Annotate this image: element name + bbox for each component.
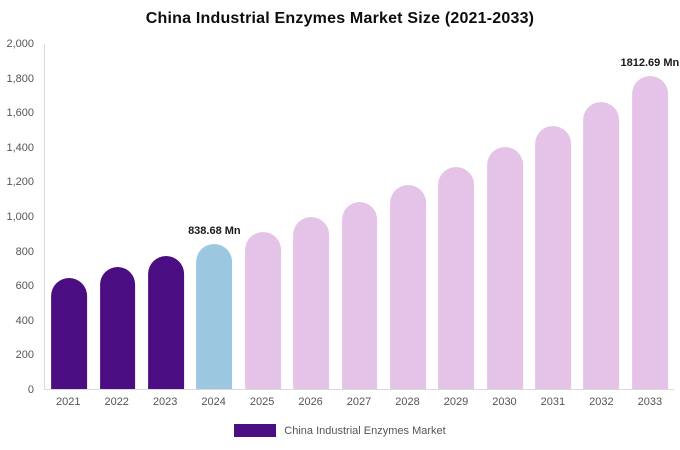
bar-2032[interactable]	[583, 101, 620, 389]
x-axis-label-2030: 2030	[492, 396, 517, 408]
y-axis-label: 0	[27, 384, 34, 396]
y-axis-label: 200	[15, 349, 34, 362]
y-axis-label: 1,200	[6, 176, 34, 189]
bar-2026[interactable]	[293, 217, 330, 389]
bar-2029[interactable]	[438, 167, 475, 389]
x-axis-label-2022: 2022	[104, 396, 129, 408]
y-axis-label: 2,000	[6, 38, 34, 50]
y-axis-label: 600	[15, 280, 34, 293]
y-axis-label: 1,000	[6, 211, 34, 223]
x-axis-label-2028: 2028	[395, 396, 420, 408]
y-axis-label: 1,400	[6, 141, 34, 154]
y-axis-label: 800	[15, 245, 34, 258]
legend: China Industrial Enzymes Market	[0, 424, 680, 437]
bar-slot	[287, 44, 335, 389]
data-label-2033: 1812.69 Mn	[620, 57, 680, 70]
bar-2024[interactable]	[196, 244, 233, 389]
legend-swatch[interactable]	[234, 424, 277, 437]
bar-slot	[142, 44, 190, 389]
y-axis: 0 200 400 600 800 1,000 1,200 1,400 1,600 1,800 2,…	[0, 38, 40, 396]
bar-slot	[45, 44, 93, 389]
bar-2027[interactable]	[341, 202, 378, 389]
bar-slot	[384, 44, 432, 389]
bar-2033[interactable]	[631, 76, 668, 389]
x-axis-label-2029: 2029	[443, 396, 469, 408]
x-axis-label-2023: 2023	[152, 396, 178, 408]
x-axis-label-2021: 2021	[55, 396, 81, 408]
x-axis-labels: 2021 2022 2023 2024 2025 2026 2027 2028 2029 2030…	[44, 396, 674, 408]
bar-slot	[335, 44, 383, 389]
bar-2021[interactable]	[51, 277, 88, 389]
chart-title: China Industrial Enzymes Market Size (20…	[145, 10, 535, 27]
bar-slot	[481, 44, 529, 389]
bar-2025[interactable]	[244, 231, 281, 389]
data-label-2024: 838.68 Mn	[188, 225, 241, 238]
y-axis-label: 400	[15, 314, 34, 327]
y-axis-label: 1,800	[6, 72, 34, 85]
x-axis-label-2031: 2031	[540, 396, 566, 408]
bar-2031[interactable]	[535, 125, 571, 389]
bar-slot	[239, 44, 287, 389]
bar-2023[interactable]	[148, 256, 184, 389]
bar-2030[interactable]	[486, 147, 523, 389]
x-axis-label-2027: 2027	[346, 396, 372, 408]
x-axis-label-2032: 2032	[589, 396, 614, 408]
x-axis-label-2026: 2026	[298, 396, 323, 408]
x-axis-label-2033: 2033	[637, 396, 663, 408]
bar-slot	[577, 44, 625, 389]
bar-2028[interactable]	[390, 185, 426, 389]
plot-area: 838.68 Mn 1812.69 Mn	[44, 44, 679, 390]
bar-slot	[93, 44, 141, 389]
x-axis-label-2024: 2024	[201, 396, 226, 408]
y-axis-label: 1,600	[6, 107, 34, 120]
bar-2022[interactable]	[99, 267, 136, 389]
bar-slot	[432, 44, 480, 389]
bar-slot: 838.68 Mn	[188, 44, 241, 389]
bar-slot: 1812.69 Mn	[621, 44, 679, 389]
bars: 838.68 Mn 1812.69 Mn	[45, 44, 679, 389]
x-axis-label-2025: 2025	[249, 396, 275, 408]
bar-slot	[529, 44, 577, 389]
legend-label[interactable]: China Industrial Enzymes Market	[284, 424, 446, 437]
